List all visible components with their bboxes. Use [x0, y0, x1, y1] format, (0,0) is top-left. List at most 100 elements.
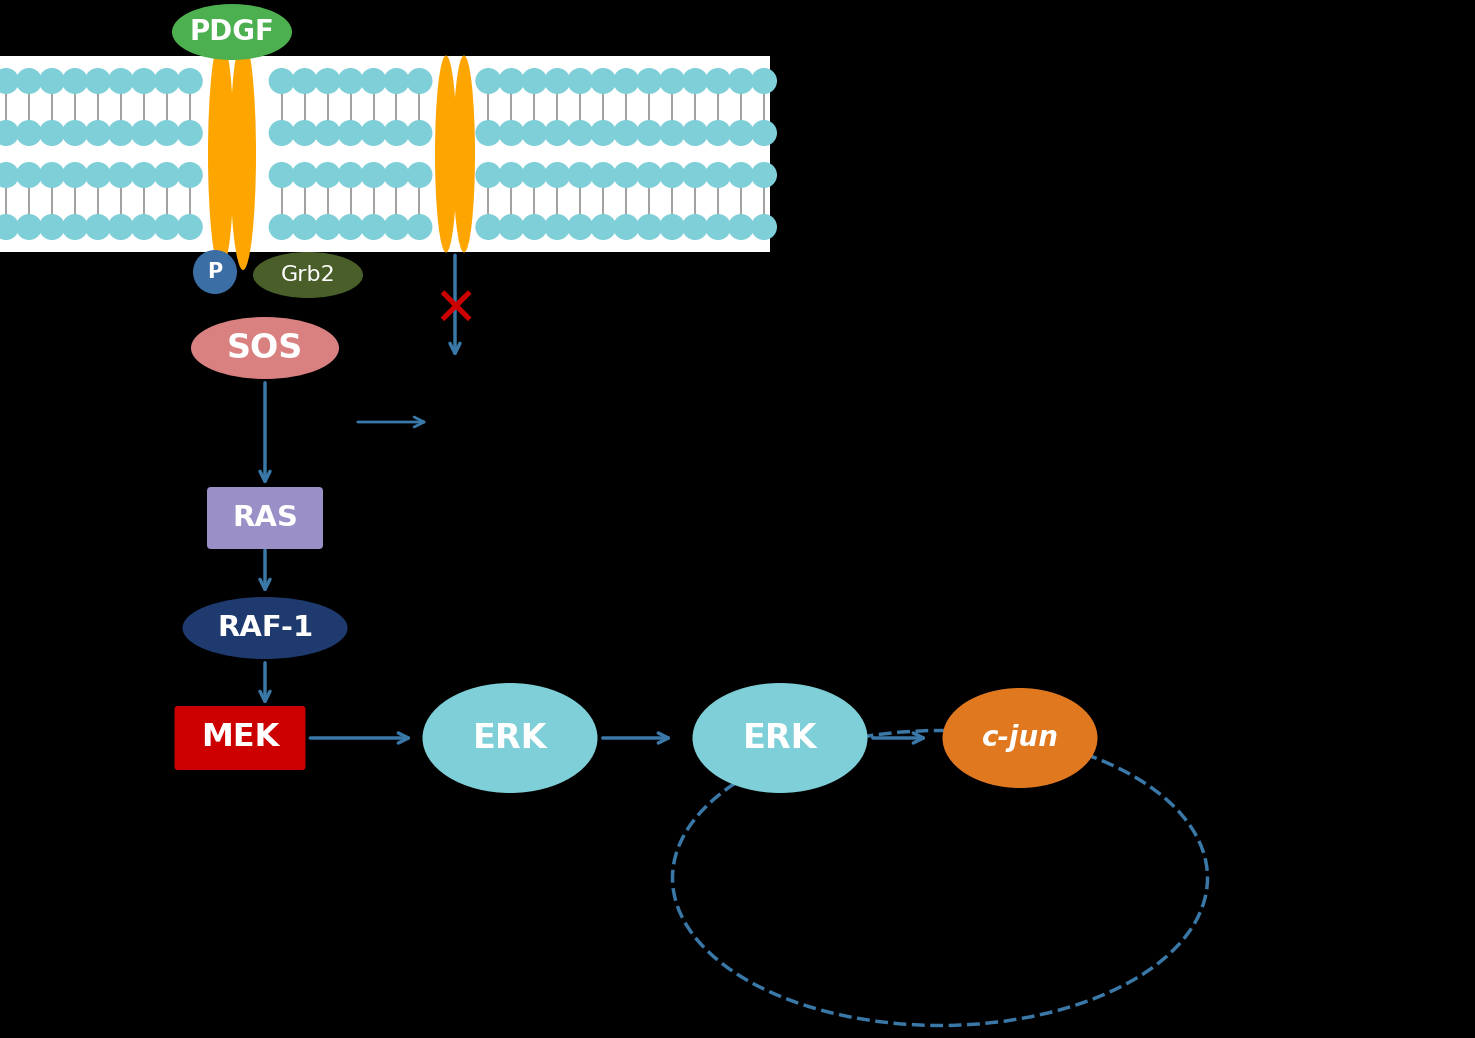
Circle shape — [360, 214, 386, 240]
Circle shape — [475, 214, 502, 240]
Circle shape — [62, 214, 88, 240]
Circle shape — [751, 162, 777, 188]
Circle shape — [568, 162, 593, 188]
Circle shape — [16, 120, 41, 146]
Ellipse shape — [453, 55, 475, 252]
Circle shape — [338, 162, 363, 188]
Circle shape — [705, 214, 732, 240]
Circle shape — [384, 162, 410, 188]
Text: SOS: SOS — [227, 331, 304, 364]
Circle shape — [751, 69, 777, 94]
Circle shape — [177, 214, 202, 240]
Ellipse shape — [190, 317, 339, 379]
Circle shape — [521, 120, 547, 146]
Circle shape — [636, 120, 662, 146]
Circle shape — [475, 120, 502, 146]
Text: P: P — [208, 262, 223, 282]
Circle shape — [16, 214, 41, 240]
Circle shape — [177, 69, 202, 94]
Bar — [0, 56, 770, 252]
Circle shape — [108, 162, 134, 188]
Circle shape — [108, 69, 134, 94]
Circle shape — [751, 120, 777, 146]
Circle shape — [544, 162, 571, 188]
Circle shape — [16, 69, 41, 94]
Circle shape — [268, 214, 295, 240]
Circle shape — [292, 69, 317, 94]
Circle shape — [499, 162, 524, 188]
Circle shape — [729, 69, 754, 94]
Circle shape — [268, 69, 295, 94]
Circle shape — [292, 120, 317, 146]
Circle shape — [0, 69, 19, 94]
Text: PDGF: PDGF — [190, 18, 274, 46]
Circle shape — [86, 120, 111, 146]
Circle shape — [268, 162, 295, 188]
Circle shape — [62, 162, 88, 188]
Circle shape — [86, 162, 111, 188]
Circle shape — [338, 120, 363, 146]
Circle shape — [590, 162, 617, 188]
Circle shape — [590, 214, 617, 240]
Circle shape — [475, 162, 502, 188]
Circle shape — [0, 162, 19, 188]
Text: ERK: ERK — [743, 721, 817, 755]
Text: RAF-1: RAF-1 — [217, 614, 313, 641]
Circle shape — [590, 69, 617, 94]
Ellipse shape — [435, 55, 457, 252]
Circle shape — [360, 162, 386, 188]
Circle shape — [314, 214, 341, 240]
Circle shape — [407, 120, 432, 146]
Circle shape — [153, 162, 180, 188]
Circle shape — [751, 214, 777, 240]
Circle shape — [62, 69, 88, 94]
Circle shape — [614, 214, 639, 240]
Circle shape — [338, 69, 363, 94]
Circle shape — [193, 250, 237, 294]
Circle shape — [614, 69, 639, 94]
Ellipse shape — [422, 683, 597, 793]
Circle shape — [131, 162, 156, 188]
Circle shape — [729, 214, 754, 240]
Circle shape — [407, 214, 432, 240]
Circle shape — [705, 120, 732, 146]
Text: ERK: ERK — [473, 721, 547, 755]
Circle shape — [153, 69, 180, 94]
Circle shape — [659, 162, 684, 188]
Text: MEK: MEK — [201, 722, 279, 754]
Circle shape — [153, 120, 180, 146]
FancyBboxPatch shape — [174, 706, 305, 770]
Ellipse shape — [692, 683, 867, 793]
Circle shape — [131, 120, 156, 146]
Ellipse shape — [254, 252, 363, 298]
Circle shape — [0, 120, 19, 146]
Circle shape — [568, 214, 593, 240]
Circle shape — [568, 120, 593, 146]
Ellipse shape — [208, 38, 235, 270]
Ellipse shape — [173, 4, 292, 60]
Circle shape — [407, 69, 432, 94]
Circle shape — [521, 69, 547, 94]
Circle shape — [681, 120, 708, 146]
Text: c-jun: c-jun — [981, 723, 1059, 752]
Circle shape — [659, 69, 684, 94]
Circle shape — [86, 69, 111, 94]
Circle shape — [38, 214, 65, 240]
Circle shape — [544, 214, 571, 240]
Circle shape — [292, 214, 317, 240]
Circle shape — [568, 69, 593, 94]
FancyBboxPatch shape — [207, 487, 323, 549]
Circle shape — [544, 120, 571, 146]
Circle shape — [177, 162, 202, 188]
Circle shape — [521, 214, 547, 240]
Circle shape — [131, 69, 156, 94]
Circle shape — [636, 214, 662, 240]
Circle shape — [108, 214, 134, 240]
Circle shape — [590, 120, 617, 146]
Circle shape — [636, 69, 662, 94]
Circle shape — [86, 214, 111, 240]
Circle shape — [108, 120, 134, 146]
Circle shape — [268, 120, 295, 146]
Circle shape — [153, 214, 180, 240]
Circle shape — [177, 120, 202, 146]
